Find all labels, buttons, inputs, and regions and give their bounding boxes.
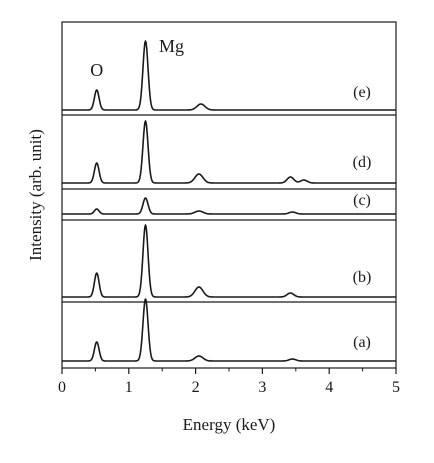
- peak-label-mg: Mg: [159, 36, 184, 56]
- series-label-d: (d): [353, 154, 372, 171]
- x-tick-label-4: 4: [325, 379, 333, 396]
- x-tick-label-1: 1: [125, 379, 133, 396]
- x-tick-label-0: 0: [58, 379, 66, 396]
- series-label-c: (c): [353, 192, 371, 209]
- series-label-a: (a): [353, 334, 371, 351]
- x-axis-label: Energy (keV): [183, 415, 276, 434]
- series-line-d: [61, 120, 397, 184]
- x-tick-label-3: 3: [258, 379, 266, 396]
- x-axis-ticks: 0 1 2 3 4 5: [58, 368, 400, 396]
- x-tick-label-5: 5: [392, 379, 400, 396]
- series-line-e: [61, 40, 397, 111]
- panel-separators: [62, 114, 396, 303]
- plot-frame: [61, 21, 397, 369]
- series-line-b: [61, 224, 397, 298]
- series-line-c: [61, 197, 397, 215]
- peak-annotations: O Mg: [90, 36, 184, 80]
- series-line-a: [61, 298, 397, 362]
- y-axis-label: Intensity (arb. unit): [26, 129, 45, 261]
- series-label-b: (b): [353, 269, 372, 286]
- x-tick-label-2: 2: [192, 379, 200, 396]
- series-label-e: (e): [353, 84, 371, 101]
- peak-label-o: O: [90, 60, 103, 80]
- series-labels: (e) (d) (c) (b) (a): [353, 84, 372, 351]
- series-layer: [61, 40, 397, 362]
